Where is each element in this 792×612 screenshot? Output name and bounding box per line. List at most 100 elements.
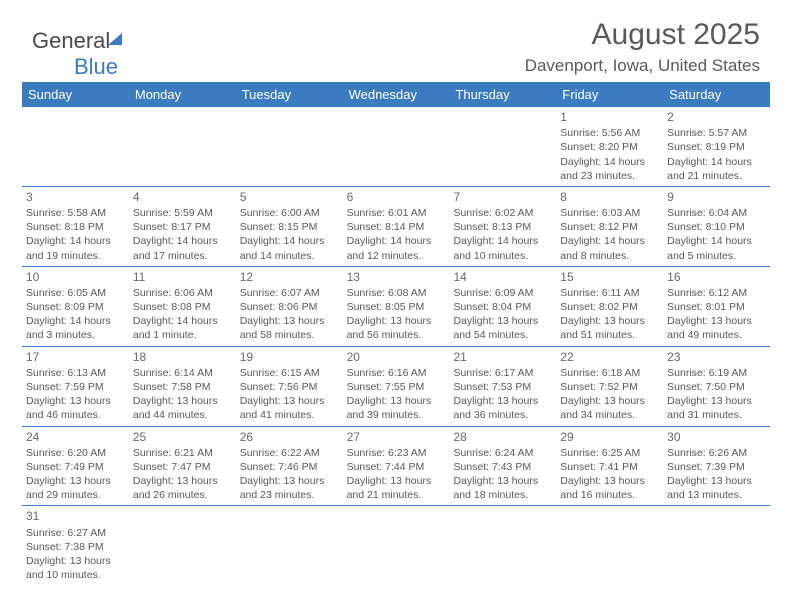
day-ss: Sunset: 7:49 PM (26, 460, 125, 474)
day-ss: Sunset: 7:53 PM (453, 380, 552, 394)
day-ss: Sunset: 7:46 PM (240, 460, 339, 474)
day-d2: and 21 minutes. (347, 488, 446, 502)
day-d1: Daylight: 14 hours (453, 234, 552, 248)
day-number: 13 (347, 269, 446, 285)
day-ss: Sunset: 7:56 PM (240, 380, 339, 394)
day-number: 16 (667, 269, 766, 285)
day-d2: and 54 minutes. (453, 328, 552, 342)
day-d2: and 34 minutes. (560, 408, 659, 422)
day-d1: Daylight: 13 hours (347, 394, 446, 408)
day-number: 8 (560, 189, 659, 205)
calendar-day-cell: 29Sunrise: 6:25 AMSunset: 7:41 PMDayligh… (556, 427, 663, 506)
day-number: 6 (347, 189, 446, 205)
day-number: 26 (240, 429, 339, 445)
day-ss: Sunset: 7:41 PM (560, 460, 659, 474)
day-ss: Sunset: 8:08 PM (133, 300, 232, 314)
calendar-day-cell: 13Sunrise: 6:08 AMSunset: 8:05 PMDayligh… (343, 267, 450, 346)
day-sr: Sunrise: 6:02 AM (453, 206, 552, 220)
day-number: 2 (667, 109, 766, 125)
day-sr: Sunrise: 5:56 AM (560, 126, 659, 140)
calendar-day-cell (22, 107, 129, 186)
day-ss: Sunset: 8:06 PM (240, 300, 339, 314)
day-ss: Sunset: 7:44 PM (347, 460, 446, 474)
day-ss: Sunset: 8:14 PM (347, 220, 446, 234)
calendar-day-cell: 4Sunrise: 5:59 AMSunset: 8:17 PMDaylight… (129, 187, 236, 266)
day-d2: and 41 minutes. (240, 408, 339, 422)
day-sr: Sunrise: 6:08 AM (347, 286, 446, 300)
day-ss: Sunset: 7:43 PM (453, 460, 552, 474)
calendar-header-row: SundayMondayTuesdayWednesdayThursdayFrid… (22, 82, 770, 107)
day-sr: Sunrise: 6:12 AM (667, 286, 766, 300)
calendar-day-cell: 12Sunrise: 6:07 AMSunset: 8:06 PMDayligh… (236, 267, 343, 346)
day-sr: Sunrise: 5:59 AM (133, 206, 232, 220)
logo-text-2: Blue (74, 54, 118, 79)
day-d1: Daylight: 13 hours (133, 394, 232, 408)
day-d1: Daylight: 13 hours (26, 474, 125, 488)
calendar-day-cell (343, 506, 450, 585)
day-number: 4 (133, 189, 232, 205)
day-sr: Sunrise: 6:01 AM (347, 206, 446, 220)
day-number: 10 (26, 269, 125, 285)
day-d2: and 17 minutes. (133, 249, 232, 263)
day-number: 9 (667, 189, 766, 205)
calendar-day-cell: 19Sunrise: 6:15 AMSunset: 7:56 PMDayligh… (236, 347, 343, 426)
logo-text-1: General (32, 28, 110, 53)
calendar-day-cell: 3Sunrise: 5:58 AMSunset: 8:18 PMDaylight… (22, 187, 129, 266)
calendar-day-cell: 10Sunrise: 6:05 AMSunset: 8:09 PMDayligh… (22, 267, 129, 346)
day-d1: Daylight: 13 hours (240, 314, 339, 328)
calendar-day-cell: 6Sunrise: 6:01 AMSunset: 8:14 PMDaylight… (343, 187, 450, 266)
day-ss: Sunset: 8:04 PM (453, 300, 552, 314)
day-d1: Daylight: 14 hours (560, 234, 659, 248)
day-d2: and 31 minutes. (667, 408, 766, 422)
calendar-day-cell: 21Sunrise: 6:17 AMSunset: 7:53 PMDayligh… (449, 347, 556, 426)
day-sr: Sunrise: 6:05 AM (26, 286, 125, 300)
calendar-day-cell: 9Sunrise: 6:04 AMSunset: 8:10 PMDaylight… (663, 187, 770, 266)
calendar-header-thursday: Thursday (449, 82, 556, 107)
calendar-day-cell: 30Sunrise: 6:26 AMSunset: 7:39 PMDayligh… (663, 427, 770, 506)
day-sr: Sunrise: 6:09 AM (453, 286, 552, 300)
day-number: 23 (667, 349, 766, 365)
day-ss: Sunset: 7:38 PM (26, 540, 125, 554)
day-d1: Daylight: 14 hours (133, 314, 232, 328)
day-number: 14 (453, 269, 552, 285)
day-number: 5 (240, 189, 339, 205)
day-sr: Sunrise: 6:19 AM (667, 366, 766, 380)
calendar-day-cell: 11Sunrise: 6:06 AMSunset: 8:08 PMDayligh… (129, 267, 236, 346)
day-ss: Sunset: 8:20 PM (560, 140, 659, 154)
day-sr: Sunrise: 6:06 AM (133, 286, 232, 300)
day-d2: and 13 minutes. (667, 488, 766, 502)
day-d2: and 10 minutes. (26, 568, 125, 582)
day-d1: Daylight: 13 hours (667, 474, 766, 488)
day-number: 3 (26, 189, 125, 205)
day-d2: and 36 minutes. (453, 408, 552, 422)
day-number: 30 (667, 429, 766, 445)
day-d2: and 23 minutes. (560, 169, 659, 183)
calendar-day-cell: 25Sunrise: 6:21 AMSunset: 7:47 PMDayligh… (129, 427, 236, 506)
calendar-header-saturday: Saturday (663, 82, 770, 107)
day-sr: Sunrise: 6:24 AM (453, 446, 552, 460)
day-sr: Sunrise: 5:58 AM (26, 206, 125, 220)
calendar-day-cell: 1Sunrise: 5:56 AMSunset: 8:20 PMDaylight… (556, 107, 663, 186)
day-sr: Sunrise: 6:16 AM (347, 366, 446, 380)
calendar-day-cell: 5Sunrise: 6:00 AMSunset: 8:15 PMDaylight… (236, 187, 343, 266)
day-sr: Sunrise: 6:26 AM (667, 446, 766, 460)
day-ss: Sunset: 7:58 PM (133, 380, 232, 394)
day-sr: Sunrise: 6:07 AM (240, 286, 339, 300)
day-sr: Sunrise: 6:20 AM (26, 446, 125, 460)
day-number: 20 (347, 349, 446, 365)
logo-triangle-icon (108, 33, 122, 45)
calendar-day-cell (129, 107, 236, 186)
day-ss: Sunset: 7:39 PM (667, 460, 766, 474)
calendar-day-cell: 16Sunrise: 6:12 AMSunset: 8:01 PMDayligh… (663, 267, 770, 346)
calendar-day-cell: 7Sunrise: 6:02 AMSunset: 8:13 PMDaylight… (449, 187, 556, 266)
page-title: August 2025 (592, 18, 760, 52)
calendar-week-row: 1Sunrise: 5:56 AMSunset: 8:20 PMDaylight… (22, 107, 770, 187)
day-d2: and 46 minutes. (26, 408, 125, 422)
calendar-week-row: 31Sunrise: 6:27 AMSunset: 7:38 PMDayligh… (22, 506, 770, 585)
day-number: 19 (240, 349, 339, 365)
calendar-week-row: 24Sunrise: 6:20 AMSunset: 7:49 PMDayligh… (22, 427, 770, 507)
day-ss: Sunset: 8:15 PM (240, 220, 339, 234)
calendar-week-row: 17Sunrise: 6:13 AMSunset: 7:59 PMDayligh… (22, 347, 770, 427)
calendar-header-monday: Monday (129, 82, 236, 107)
day-d2: and 1 minute. (133, 328, 232, 342)
